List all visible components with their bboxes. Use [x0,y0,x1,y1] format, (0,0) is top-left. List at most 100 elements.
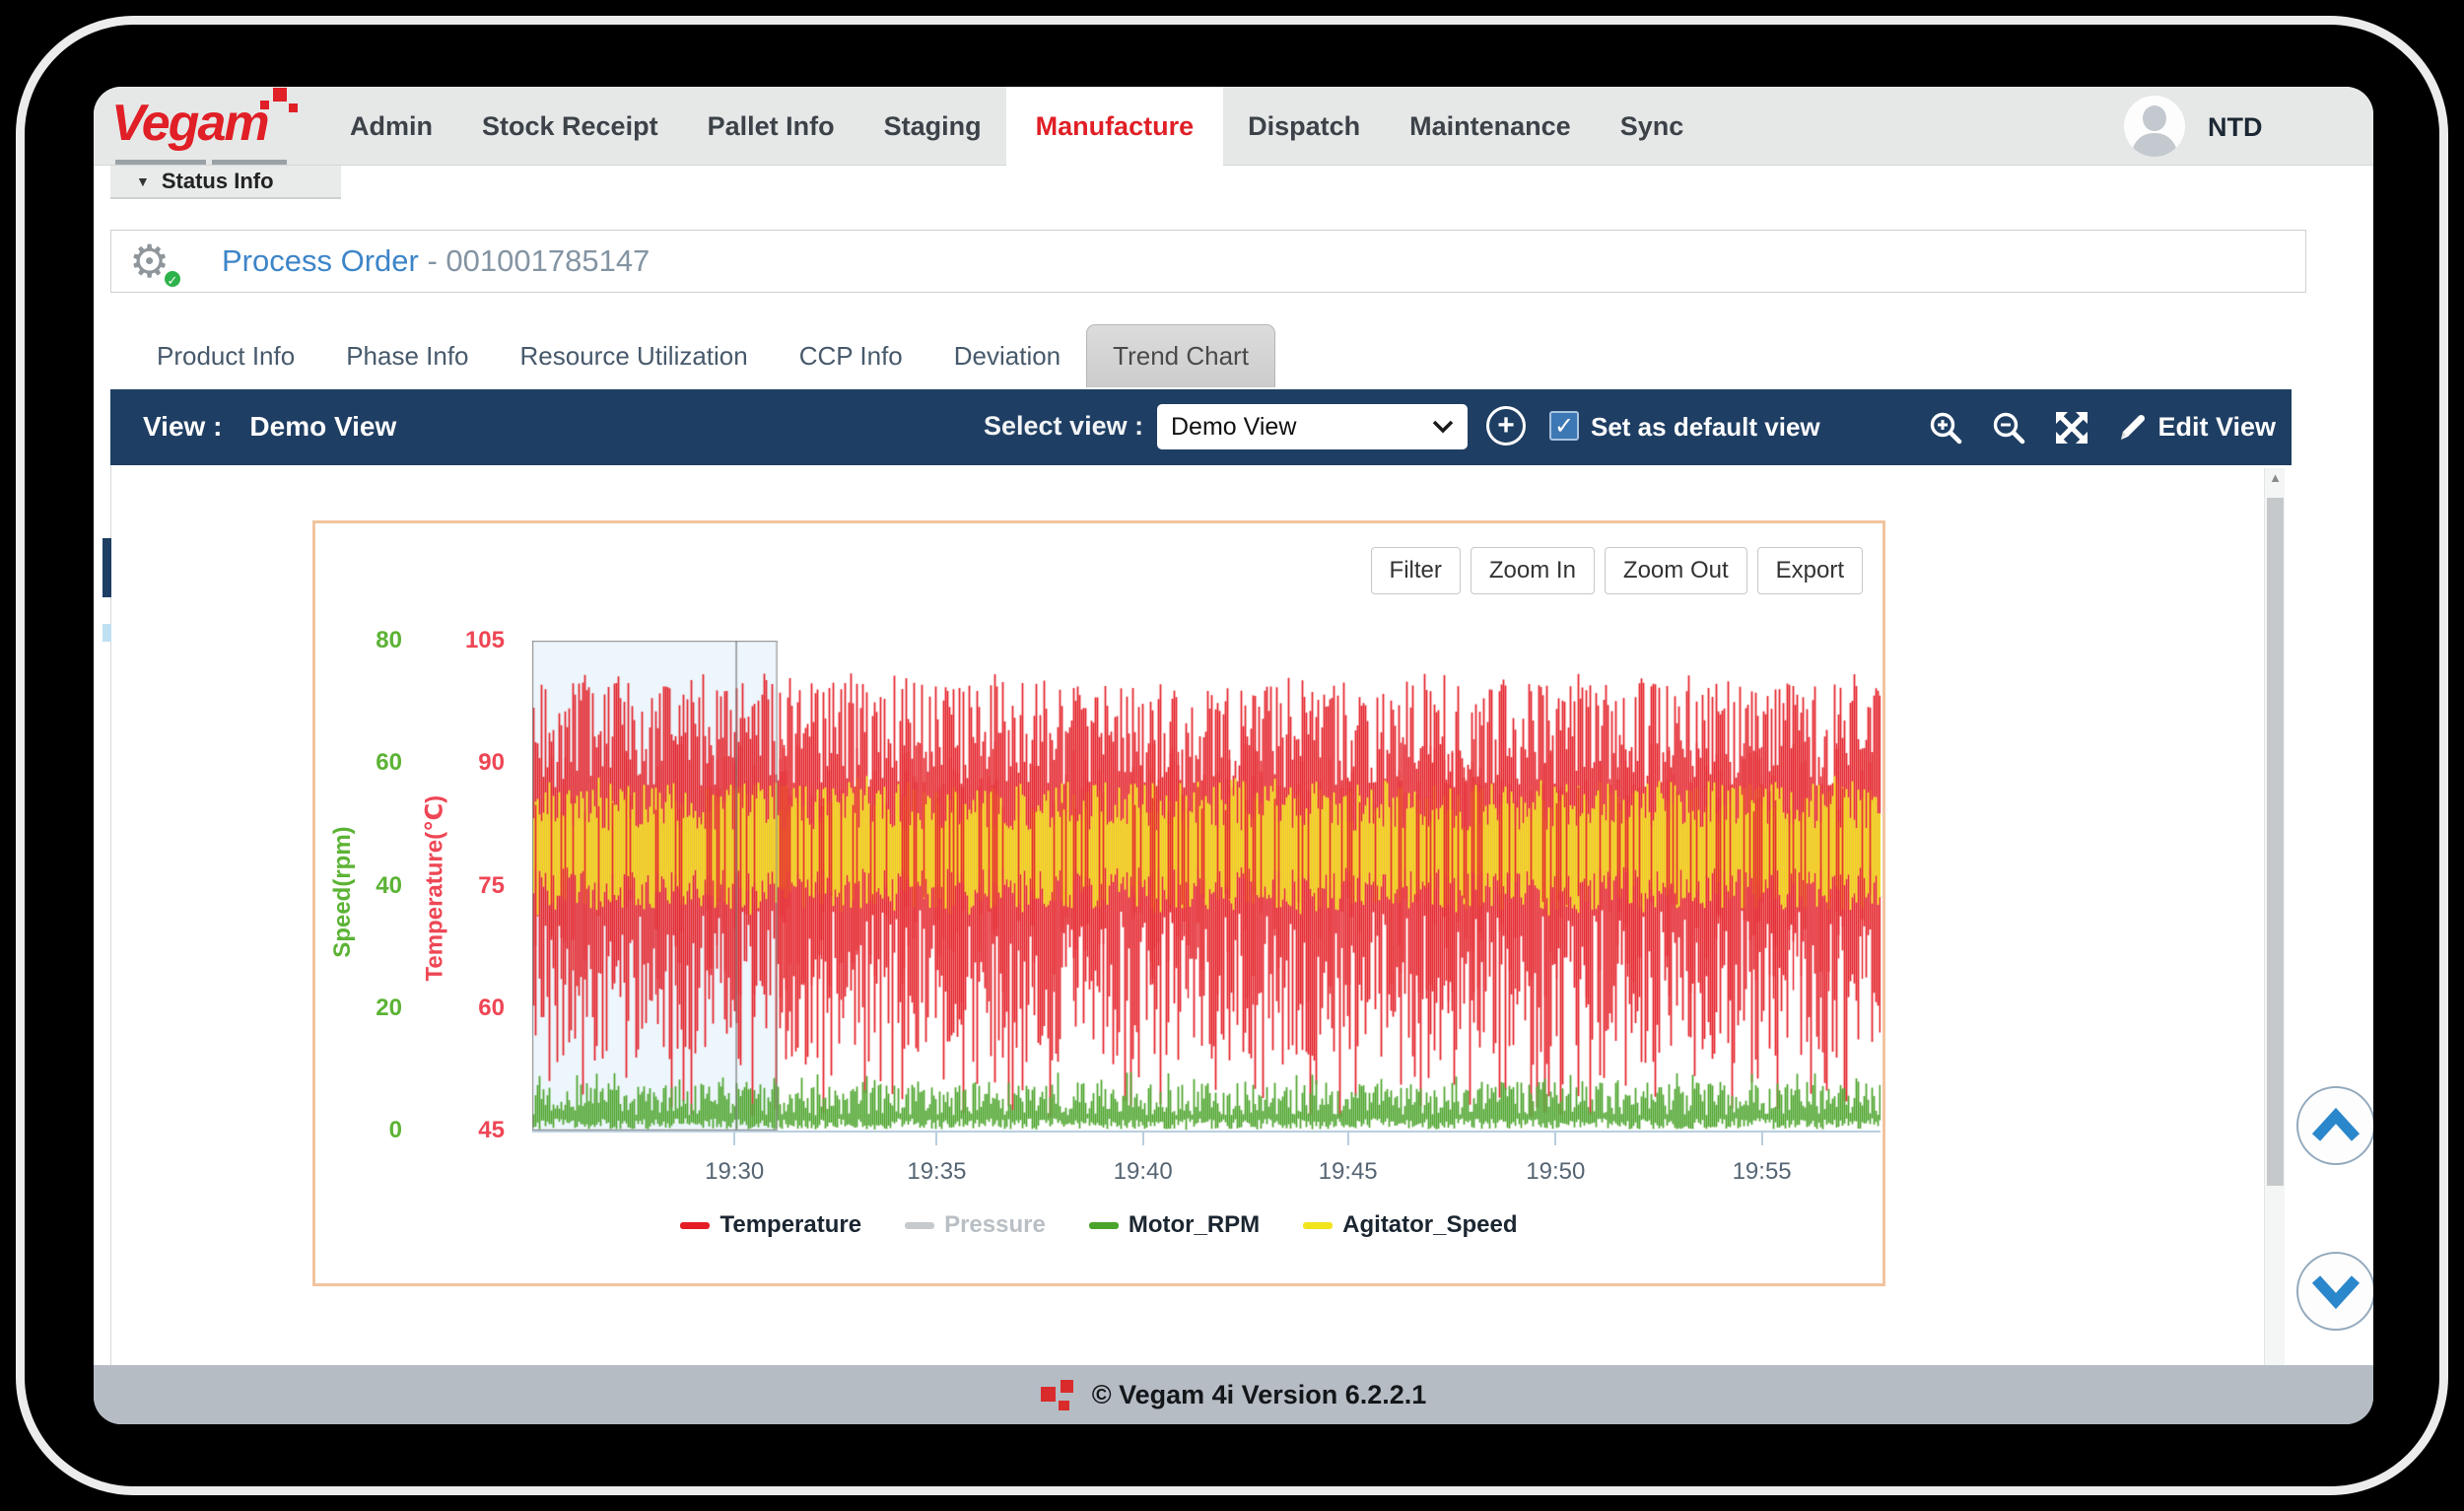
speed-tick-label: 20 [376,994,402,1021]
tab-ccp-info[interactable]: CCP Info [798,341,903,371]
legend-item-agitator-speed[interactable]: Agitator_Speed [1303,1211,1518,1239]
zoom-out-icon[interactable] [1990,409,2027,446]
caret-down-icon: ▼ [136,173,150,189]
export-button[interactable]: Export [1756,547,1863,594]
legend-item-temperature[interactable]: Temperature [680,1211,861,1239]
chevron-up-icon [2311,1107,2361,1141]
legend-swatch-motor-rpm [1088,1221,1119,1229]
content-left-border [110,465,111,1365]
nav-item-staging[interactable]: Staging [883,110,982,141]
scrollbar-thumb[interactable] [2267,498,2284,1186]
nav-item-manufacture[interactable]: Manufacture [1005,87,1224,166]
expand-icon[interactable] [2053,409,2090,446]
logo-underline [212,160,287,165]
x-tick-label: 19:45 [1318,1158,1378,1185]
nav-menu: Admin Stock Receipt Pallet Info Staging Manu… [325,87,1708,166]
x-tick-label: 19:30 [705,1158,765,1185]
app-footer: © Vegam 4i Version 6.2.2.1 [94,1365,2373,1424]
status-info-toggle[interactable]: ▼ Status Info [110,166,341,199]
vegam-logo: Vegam [111,88,328,165]
x-tick-mark [1346,1133,1349,1145]
add-view-button[interactable]: + [1486,406,1526,446]
legend-label-motor-rpm: Motor_RPM [1128,1211,1261,1238]
gear-check-icon: ⚙ ✓ [129,236,182,289]
vertical-scrollbar[interactable]: ▲ [2264,468,2285,1365]
nav-item-pallet-info[interactable]: Pallet Info [707,110,835,141]
set-default-checkbox[interactable]: ✓ [1549,411,1579,441]
process-order-number: 001001785147 [445,243,650,278]
x-axis-line [532,1131,1881,1133]
scrollbar-up-arrow[interactable]: ▲ [2269,470,2282,485]
trend-plot-area[interactable] [532,641,1881,1131]
process-order-separator: - [418,243,446,278]
tab-deviation[interactable]: Deviation [953,341,1061,371]
view-select[interactable]: Demo View [1157,404,1468,449]
trend-toolbar: View : Demo View Select view : Demo View … [110,389,2292,465]
current-view-label: View : Demo View [143,411,397,442]
detail-tabs: Product Info Phase Info Resource Utilizati… [131,324,1275,387]
logo-pixel-dot [273,88,287,102]
status-info-label: Status Info [161,169,274,193]
temperature-tick-label: 60 [478,994,505,1021]
zoom-in-button[interactable]: Zoom In [1470,547,1595,594]
nav-item-maintenance[interactable]: Maintenance [1409,110,1571,141]
collapsed-panel-handle-secondary[interactable] [103,624,111,642]
tab-trend-chart[interactable]: Trend Chart [1086,324,1275,387]
tab-phase-info[interactable]: Phase Info [346,341,469,371]
user-name: NTD [2208,112,2263,142]
legend-item-motor-rpm[interactable]: Motor_RPM [1088,1211,1261,1239]
zoom-in-icon[interactable] [1927,409,1964,446]
x-tick-label: 19:35 [907,1158,967,1185]
edit-view-label: Edit View [2157,412,2276,442]
speed-tick-label: 0 [388,1117,402,1143]
x-tick-label: 19:50 [1526,1158,1586,1185]
legend-label-temperature: Temperature [719,1211,862,1238]
chart-legend: Temperature Pressure Motor_RPM Agitator_Spe… [315,1211,1882,1239]
select-view-label: Select view : [984,411,1144,441]
scroll-to-top-button[interactable] [2296,1086,2373,1165]
vegam-logo-text: Vegam [111,95,270,152]
tab-product-info[interactable]: Product Info [157,341,296,371]
version-text: © Vegam 4i Version 6.2.2.1 [1091,1379,1427,1409]
x-tick-mark [1554,1133,1557,1145]
process-order-prefix: Process Order [222,243,419,278]
x-tick-mark [733,1133,736,1145]
speed-tick-label: 60 [376,749,402,777]
legend-label-pressure: Pressure [944,1211,1046,1238]
temperature-tick-label: 45 [478,1117,505,1143]
x-tick-mark [1760,1133,1763,1145]
logo-pixel-dot [289,103,298,112]
nav-item-stock-receipt[interactable]: Stock Receipt [482,110,658,141]
chevron-down-icon [2311,1275,2361,1310]
temperature-tick-label: 90 [478,749,505,777]
x-tick-mark [935,1133,938,1145]
logo-underline [115,160,206,165]
current-view-name: Demo View [249,411,397,442]
nav-item-dispatch[interactable]: Dispatch [1248,110,1361,141]
toolbar-icons: Edit View [1927,389,2276,465]
legend-swatch-temperature [680,1221,711,1229]
top-navbar: Vegam Admin Stock Receipt Pallet Info Stagi… [94,87,2373,166]
trend-chart-container: Filter Zoom In Zoom Out Export Speed(rpm) T… [312,520,1885,1286]
x-tick-label: 19:40 [1113,1158,1173,1185]
x-tick-mark [1141,1133,1144,1145]
scroll-to-bottom-button[interactable] [2296,1252,2373,1331]
legend-item-pressure[interactable]: Pressure [905,1211,1046,1239]
chart-button-row: Filter Zoom In Zoom Out Export [1370,547,1863,594]
view-select-value: Demo View [1171,412,1297,441]
avatar-body-shape [2132,133,2177,157]
pencil-icon [2121,414,2146,440]
collapsed-panel-handle[interactable] [103,538,111,597]
zoom-out-button[interactable]: Zoom Out [1604,547,1747,594]
nav-item-sync[interactable]: Sync [1619,110,1684,141]
x-tick-label: 19:55 [1732,1158,1792,1185]
edit-view-button[interactable]: Edit View [2116,411,2276,445]
filter-button[interactable]: Filter [1370,547,1461,594]
logo-pixel-dot [260,101,269,109]
tab-resource-utilization[interactable]: Resource Utilization [519,341,748,371]
nav-item-admin[interactable]: Admin [350,110,433,141]
user-avatar[interactable] [2124,96,2185,157]
speed-tick-label: 40 [376,871,402,899]
temperature-tick-label: 75 [478,871,505,899]
